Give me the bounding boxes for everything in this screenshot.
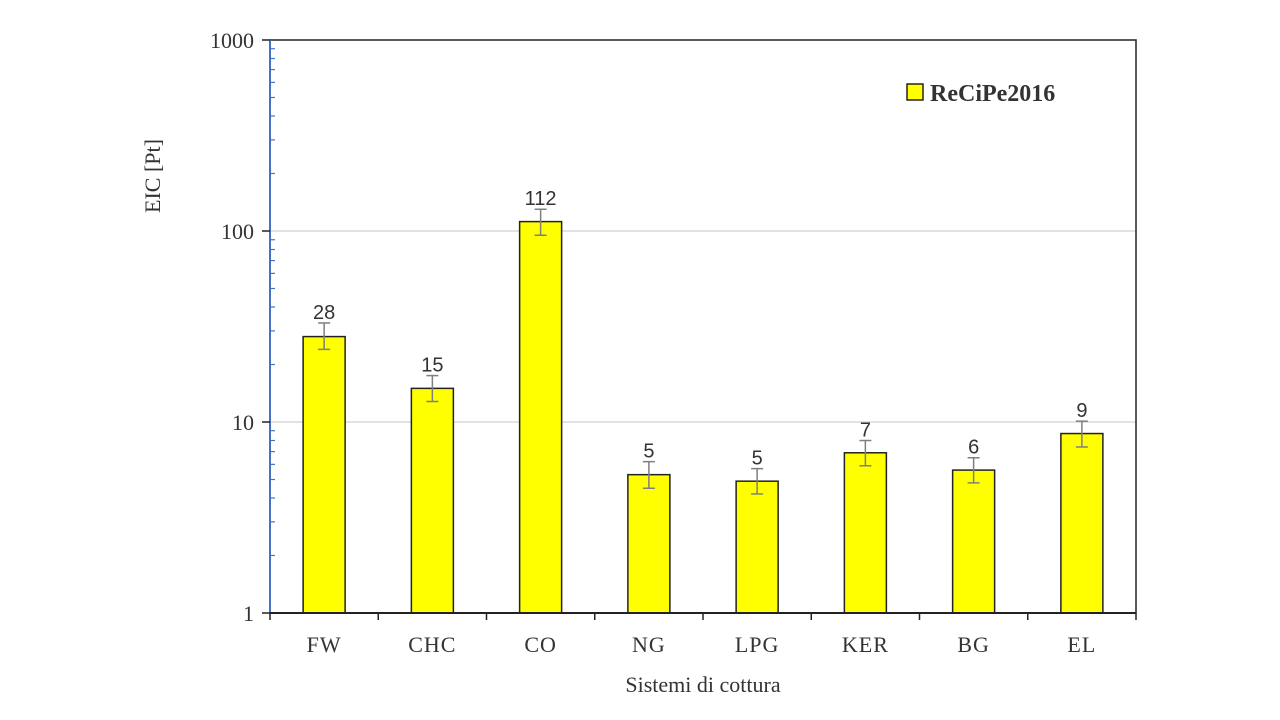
error-bars-group	[318, 208, 1088, 495]
x-tick-label: FW	[307, 632, 342, 657]
bar	[518, 220, 563, 614]
plot-area	[270, 40, 1136, 613]
x-tick-label: NG	[632, 632, 666, 657]
bar	[1060, 432, 1104, 614]
x-tick-label: CO	[524, 632, 557, 657]
data-label: 15	[421, 355, 443, 377]
data-labels-group: 28 15 112 5 5 7 6 9	[313, 188, 1087, 469]
bar	[410, 387, 455, 614]
data-label: 9	[1076, 400, 1087, 422]
bar	[843, 452, 888, 614]
legend: ReCiPe2016	[906, 81, 1055, 107]
x-tick-label: LPG	[735, 632, 780, 657]
bar	[735, 480, 779, 614]
y-axis-title: EIC [Pt]	[140, 139, 165, 213]
bar	[951, 469, 996, 614]
bar	[627, 473, 671, 614]
x-ticks-group: FW CHC CO NG LPG KER BG EL	[269, 613, 1137, 657]
data-label: 5	[643, 441, 654, 463]
data-label: 7	[860, 420, 871, 442]
legend-swatch	[906, 83, 924, 101]
data-label: 28	[313, 302, 335, 324]
x-tick-label: BG	[957, 632, 990, 657]
x-axis-title: Sistemi di cottura	[625, 672, 780, 697]
y-ticks-group: 1 10 100 1000	[210, 28, 275, 626]
data-label: 6	[968, 437, 979, 459]
bar	[302, 335, 346, 614]
y-tick-label: 10	[232, 410, 254, 435]
y-tick-label: 1000	[210, 28, 254, 53]
y-tick-label: 1	[243, 601, 254, 626]
x-tick-label: KER	[842, 632, 889, 657]
y-tick-label: 100	[221, 219, 254, 244]
data-label: 5	[752, 448, 763, 470]
x-tick-label: CHC	[408, 632, 456, 657]
data-label: 112	[525, 188, 557, 210]
bars-group	[302, 220, 1104, 614]
legend-label: ReCiPe2016	[930, 81, 1055, 107]
x-tick-label: EL	[1067, 632, 1096, 657]
